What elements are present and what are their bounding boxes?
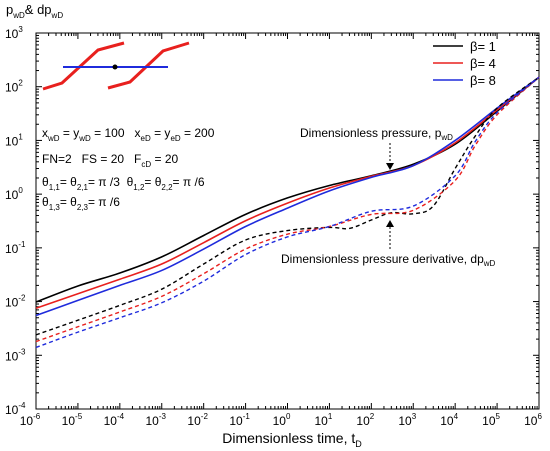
y-tick-label: 10-2: [5, 294, 26, 310]
y-tick-label: 103: [5, 25, 23, 41]
y-tick-label: 10-4: [5, 401, 26, 417]
series-pressure-2: [35, 76, 540, 310]
parameter-text: xwD = ywD = 100 xeD = yeD = 200 FN=2 FS =…: [42, 126, 215, 212]
y-label-mid: & dp: [25, 2, 52, 17]
parameter-line: θ1,3= θ2,3= π /6: [42, 195, 120, 212]
y-label-sub2: wD: [51, 11, 64, 20]
x-tick-label: 106: [524, 412, 542, 428]
series-pressure-1: [35, 76, 540, 303]
x-tick-label: 10-3: [146, 412, 167, 428]
legend: β= 1 β= 4 β= 8: [433, 39, 496, 88]
y-tick-label: 100: [5, 186, 23, 202]
well-center-point: [112, 64, 118, 70]
annotation-pressure-sub: wD: [440, 133, 453, 142]
parameter-line: FN=2 FS = 20 FcD = 20: [42, 152, 179, 169]
x-axis-label: Dimensionless time, tD: [222, 430, 362, 449]
annotation-derivative-sub: wD: [483, 259, 496, 268]
y-label-p: p: [6, 2, 13, 17]
plot-frame: [35, 32, 540, 410]
annotation-derivative-text: Dimensionless pressure derivative, dp: [281, 252, 484, 266]
series-derivative-2: [35, 76, 540, 343]
series-pressure-3: [35, 76, 540, 317]
x-tick-label: 102: [356, 412, 374, 428]
axis-ticks: [35, 32, 540, 410]
y-tick-label: 101: [5, 132, 23, 148]
annotation-pressure-arrowhead: [386, 163, 394, 170]
x-tick-label: 10-6: [20, 412, 41, 428]
x-tick-label: 10-4: [104, 412, 125, 428]
x-tick-label: 10-5: [62, 412, 83, 428]
legend-label-3: β= 8: [470, 73, 496, 88]
y-tick-label: 10-3: [5, 347, 26, 363]
fracture-right: [107, 41, 190, 90]
series-derivative-3: [35, 76, 540, 349]
x-tick-label: 10-2: [187, 412, 208, 428]
x-tick-label: 101: [315, 412, 333, 428]
x-tick-label: 10-1: [229, 412, 250, 428]
x-tick-label: 103: [398, 412, 416, 428]
x-tick-label: 105: [482, 412, 500, 428]
annotation-derivative-arrowhead: [386, 220, 394, 227]
tick-labels: 10-6 10-5 10-4 10-3 10-2 10-1 100 101 102 103 104 1…: [5, 25, 542, 428]
x-label-main: Dimensionless time, t: [222, 430, 355, 446]
y-tick-label: 102: [5, 79, 23, 95]
x-tick-label: 100: [273, 412, 291, 428]
parameter-line: xwD = ywD = 100 xeD = yeD = 200: [42, 126, 215, 143]
annotation-pressure-text: Dimensionless pressure, p: [300, 126, 442, 140]
legend-label-2: β= 4: [470, 56, 496, 71]
x-label-sub: D: [355, 439, 362, 449]
annotation-derivative: Dimensionless pressure derivative, dpwD: [281, 252, 496, 268]
y-axis-label: pwD& dpwD: [6, 2, 63, 20]
y-label-sub1: wD: [12, 11, 25, 20]
series-lines: [35, 76, 540, 349]
x-tick-label: 104: [440, 412, 458, 428]
annotation-pressure: Dimensionless pressure, pwD: [300, 126, 453, 142]
fracture-schematic: [42, 41, 190, 91]
series-derivative-1: [35, 76, 540, 336]
y-tick-label: 10-1: [5, 240, 26, 256]
legend-label-1: β= 1: [470, 39, 496, 54]
parameter-line: θ1,1= θ2,1= π /3 θ1,2= θ2,2= π /6: [42, 175, 205, 192]
